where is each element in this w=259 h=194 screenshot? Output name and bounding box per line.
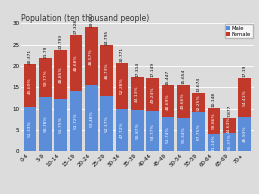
- Text: 17.149: 17.149: [150, 62, 155, 77]
- Bar: [70, 35, 82, 91]
- Text: 20.771: 20.771: [120, 47, 124, 62]
- Bar: [100, 46, 113, 96]
- Text: Population (ten thousand people): Population (ten thousand people): [21, 14, 149, 23]
- Bar: [146, 78, 159, 111]
- Text: 48.69%: 48.69%: [166, 93, 170, 110]
- Text: 15.447: 15.447: [166, 69, 170, 85]
- Text: 55.37%: 55.37%: [227, 134, 231, 150]
- Bar: [54, 99, 67, 151]
- Bar: [24, 107, 36, 151]
- Text: 44.13%: 44.13%: [135, 86, 139, 102]
- Bar: [177, 85, 190, 118]
- Text: 49.24%: 49.24%: [150, 87, 155, 103]
- Bar: [192, 112, 205, 151]
- Bar: [177, 118, 190, 151]
- Text: 20.371: 20.371: [28, 49, 32, 64]
- Text: 58.86%: 58.86%: [212, 113, 216, 129]
- Bar: [162, 117, 174, 151]
- Text: 54.77%: 54.77%: [150, 123, 155, 140]
- Text: 52.17%: 52.17%: [105, 115, 109, 132]
- Bar: [85, 85, 98, 151]
- Text: 54.41%: 54.41%: [243, 89, 247, 106]
- Bar: [100, 96, 113, 151]
- Bar: [208, 108, 220, 133]
- Text: 48.85%: 48.85%: [59, 66, 63, 83]
- Text: 41.14%: 41.14%: [212, 134, 216, 151]
- Text: 13.674: 13.674: [197, 77, 201, 92]
- Bar: [131, 77, 143, 110]
- Bar: [54, 50, 67, 99]
- Text: 67.75%: 67.75%: [197, 123, 201, 140]
- Text: 32.25%: 32.25%: [197, 94, 201, 111]
- Text: 47.72%: 47.72%: [120, 122, 124, 138]
- Bar: [39, 58, 52, 97]
- Bar: [223, 133, 236, 151]
- Text: 24.795: 24.795: [105, 30, 109, 45]
- Bar: [24, 64, 36, 107]
- Text: 52.28%: 52.28%: [120, 78, 124, 94]
- Bar: [208, 133, 220, 151]
- Text: 21.79: 21.79: [43, 45, 47, 58]
- Text: 51.75%: 51.75%: [59, 117, 63, 133]
- Legend: Male, Female: Male, Female: [225, 24, 253, 38]
- Text: 45.69%: 45.69%: [28, 77, 32, 94]
- Text: 44.63%: 44.63%: [227, 117, 231, 133]
- Text: 48.57%: 48.57%: [89, 48, 93, 65]
- Bar: [39, 97, 52, 151]
- Text: 51.33%: 51.33%: [28, 121, 32, 137]
- Bar: [146, 111, 159, 151]
- Text: 15.654: 15.654: [181, 68, 185, 84]
- Bar: [192, 93, 205, 112]
- Text: 51.74%: 51.74%: [166, 126, 170, 143]
- Text: 51.72%: 51.72%: [74, 113, 78, 129]
- Bar: [116, 63, 128, 109]
- Bar: [238, 117, 251, 151]
- Text: 48.68%: 48.68%: [74, 55, 78, 71]
- Text: 10.148: 10.148: [212, 92, 216, 107]
- Text: 29.023: 29.023: [89, 12, 93, 27]
- Text: 58.78%: 58.78%: [43, 116, 47, 132]
- Text: 59.77%: 59.77%: [43, 69, 47, 86]
- Text: 46.93%: 46.93%: [243, 126, 247, 142]
- Text: 49.66%: 49.66%: [181, 93, 185, 109]
- Text: 23.793: 23.793: [59, 34, 63, 49]
- Bar: [223, 118, 236, 133]
- Text: 27.328: 27.328: [74, 19, 78, 34]
- Bar: [85, 27, 98, 85]
- Text: 7.877: 7.877: [227, 105, 231, 117]
- Bar: [116, 109, 128, 151]
- Text: 17.19: 17.19: [243, 65, 247, 77]
- Text: 53.48%: 53.48%: [89, 110, 93, 126]
- Bar: [238, 78, 251, 117]
- Bar: [162, 85, 174, 117]
- Bar: [70, 91, 82, 151]
- Bar: [131, 110, 143, 151]
- Text: 17.314: 17.314: [135, 62, 139, 77]
- Text: 50.34%: 50.34%: [181, 126, 185, 143]
- Text: 55.87%: 55.87%: [135, 122, 139, 139]
- Text: 48.73%: 48.73%: [105, 62, 109, 79]
